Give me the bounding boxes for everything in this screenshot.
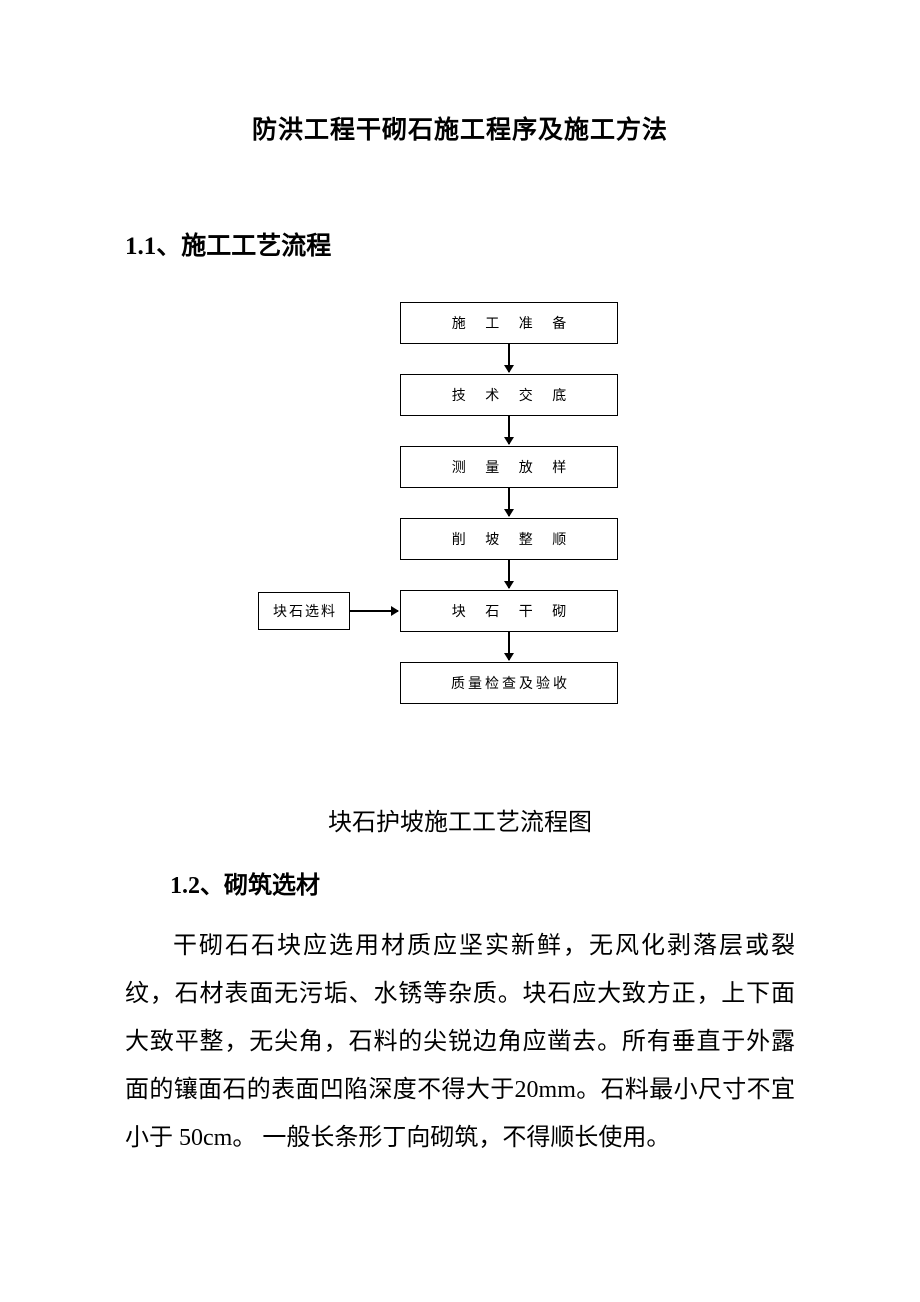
section-1-text: 施工工艺流程	[181, 233, 331, 260]
flow-node-5: 块 石 干 砌	[400, 590, 618, 632]
flowchart-container: 施 工 准 备 技 术 交 底 测 量 放 样 削 坡 整 顺 块 石 干 砌 …	[125, 302, 795, 747]
flowchart-caption: 块石护坡施工工艺流程图	[125, 802, 795, 837]
flow-node-1: 施 工 准 备	[400, 302, 618, 344]
section-2-text: 砌筑选材	[224, 873, 320, 899]
flow-arrow-side-5	[350, 610, 398, 612]
section-2-number: 1.2、	[170, 873, 224, 899]
section-2-heading: 1.2、砌筑选材	[170, 865, 795, 900]
flow-node-4: 削 坡 整 顺	[400, 518, 618, 560]
flow-arrow-3-4	[508, 488, 510, 516]
flow-node-6: 质量检查及验收	[400, 662, 618, 704]
flow-arrow-4-5	[508, 560, 510, 588]
section-1-heading: 1.1、施工工艺流程	[125, 226, 795, 262]
flow-node-2: 技 术 交 底	[400, 374, 618, 416]
flow-arrow-2-3	[508, 416, 510, 444]
flow-arrow-5-6	[508, 632, 510, 660]
flowchart: 施 工 准 备 技 术 交 底 测 量 放 样 削 坡 整 顺 块 石 干 砌 …	[250, 302, 670, 747]
flow-arrow-1-2	[508, 344, 510, 372]
flow-node-side-1: 块石选料	[258, 592, 350, 630]
section-2-body: 干砌石石块应选用材质应坚实新鲜，无风化剥落层或裂纹，石材表面无污垢、水锈等杂质。…	[125, 922, 795, 1162]
document-title: 防洪工程干砌石施工程序及施工方法	[125, 110, 795, 146]
flow-node-3: 测 量 放 样	[400, 446, 618, 488]
section-1-number: 1.1、	[125, 233, 181, 260]
